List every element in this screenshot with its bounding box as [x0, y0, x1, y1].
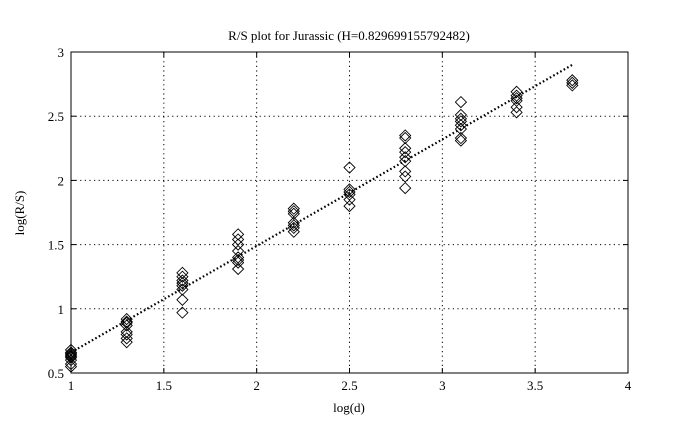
data-point-diamond	[510, 85, 523, 98]
data-point-diamond	[231, 244, 245, 258]
data-point-diamond	[176, 279, 189, 292]
data-point-diamond	[399, 170, 412, 183]
data-point-diamond	[454, 134, 468, 147]
data-points	[64, 74, 579, 373]
data-point-diamond	[231, 238, 245, 251]
data-point-diamond	[510, 94, 523, 107]
data-point-diamond	[454, 115, 468, 128]
y-tick-label: 1.5	[48, 238, 64, 253]
data-point-diamond	[287, 202, 300, 215]
data-point-diamond	[454, 108, 468, 122]
data-point-diamond	[120, 332, 133, 345]
x-tick-label: 4	[625, 378, 632, 393]
x-tick-label: 3.5	[527, 378, 543, 393]
data-point-diamond	[287, 221, 300, 235]
y-tick-label: 3	[58, 45, 65, 60]
y-tick-label: 0.5	[48, 366, 64, 381]
data-point-diamond	[231, 228, 245, 241]
data-point-diamond	[399, 181, 412, 195]
data-point-diamond	[231, 256, 245, 269]
data-point-diamond	[566, 79, 579, 92]
x-axis-label: log(d)	[333, 400, 365, 415]
data-point-diamond	[120, 315, 133, 328]
y-tick-label: 2.5	[48, 109, 64, 124]
data-point-diamond	[399, 142, 412, 155]
data-point-diamond	[510, 92, 523, 105]
grid-lines	[71, 52, 628, 373]
data-point-diamond	[454, 95, 468, 109]
x-tick-label: 1	[68, 378, 75, 393]
data-point-diamond	[566, 76, 579, 89]
x-tick-label: 3	[439, 378, 446, 393]
data-point-diamond	[343, 199, 356, 213]
y-tick-label: 2	[58, 173, 65, 188]
data-point-diamond	[120, 328, 133, 341]
chart-title: R/S plot for Jurassic (H=0.8296991557924…	[228, 28, 470, 43]
data-point-diamond	[343, 183, 356, 196]
data-point-diamond	[287, 207, 300, 220]
y-tick-label: 1	[58, 302, 65, 317]
data-point-diamond	[399, 151, 412, 164]
data-point-diamond	[454, 131, 468, 145]
data-point-diamond	[343, 161, 356, 174]
data-point-diamond	[343, 188, 356, 201]
data-point-diamond	[343, 193, 356, 206]
y-axis-label: log(R/S)	[12, 191, 27, 236]
data-point-diamond	[176, 306, 189, 319]
axes: 1 1.5 2 2.5 3 3.5 4 0.5 1 1.5 2 2.5 3	[48, 45, 632, 393]
data-point-diamond	[399, 131, 412, 145]
data-point-diamond	[231, 253, 245, 267]
data-point-diamond	[176, 293, 189, 306]
data-point-diamond	[510, 106, 523, 119]
data-point-diamond	[176, 276, 189, 290]
x-tick-label: 2.5	[341, 378, 357, 393]
data-point-diamond	[120, 336, 133, 349]
data-point-diamond	[231, 262, 245, 276]
data-point-diamond	[231, 233, 245, 246]
data-point-diamond	[399, 129, 412, 142]
data-point-diamond	[120, 325, 133, 339]
fit-line-group	[70, 63, 573, 354]
data-point-diamond	[343, 185, 356, 199]
fit-line	[70, 63, 573, 354]
plot-frame	[70, 51, 629, 374]
data-point-diamond	[287, 205, 300, 218]
data-point-diamond	[399, 165, 412, 178]
x-tick-label: 1.5	[156, 378, 172, 393]
data-point-diamond	[176, 266, 189, 279]
data-point-diamond	[566, 74, 579, 87]
data-point-diamond	[287, 219, 300, 232]
data-point-diamond	[510, 101, 523, 114]
data-point-diamond	[120, 312, 133, 326]
data-point-diamond	[231, 251, 245, 264]
data-point-diamond	[287, 216, 300, 229]
x-tick-label: 2	[253, 378, 260, 393]
